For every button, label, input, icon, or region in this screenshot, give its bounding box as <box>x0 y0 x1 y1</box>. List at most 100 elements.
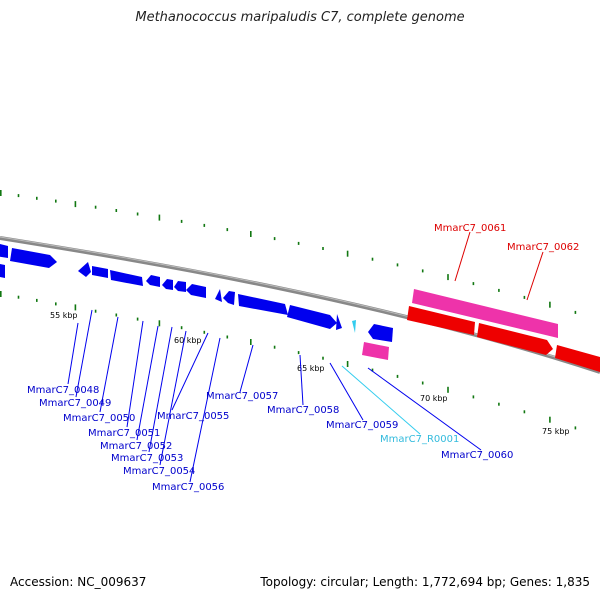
scale-tick-mark <box>371 368 374 372</box>
gene-label[interactable]: MmarC7_0057 <box>206 391 278 402</box>
scale-tick-mark <box>523 295 526 299</box>
topology-text: Topology: circular; Length: 1,772,694 bp… <box>260 575 590 589</box>
gene-arrow-red[interactable] <box>555 345 600 372</box>
gene-arrow-red[interactable] <box>477 323 553 355</box>
scale-tick-mark <box>250 339 252 345</box>
scale-tick-mark <box>346 250 349 257</box>
scale-tick-mark <box>472 395 475 399</box>
scale-tick-mark <box>158 214 161 221</box>
scale-tick-mark <box>74 304 77 311</box>
gene-arrow[interactable] <box>92 266 108 278</box>
scale-tick-mark <box>297 351 300 355</box>
rna-feature[interactable] <box>352 320 356 333</box>
gene-label[interactable]: MmarC7_0050 <box>63 413 135 424</box>
scale-tick-mark <box>396 263 399 267</box>
gene-label[interactable]: MmarC7_0056 <box>152 482 224 493</box>
gene-labels: MmarC7_0048 MmarC7_0049 MmarC7_0050 Mmar… <box>27 223 579 493</box>
scale-tick-mark <box>203 330 206 334</box>
gene-arrow-pink[interactable] <box>362 342 389 360</box>
scale-tick-mark <box>273 237 276 241</box>
gene-label[interactable]: MmarC7_0053 <box>111 453 183 464</box>
scale-tick-label: 70 kbp <box>420 394 448 403</box>
scale-tick-mark <box>158 320 161 327</box>
scale-tick-mark <box>180 326 183 330</box>
gene-arrow[interactable] <box>0 244 8 258</box>
gene-arrow[interactable] <box>146 275 160 287</box>
genome-backbone-highlight <box>0 236 600 372</box>
scale-tick-mark <box>523 410 526 414</box>
scale-tick-label: 55 kbp <box>50 311 78 320</box>
scale-tick-mark <box>55 302 57 306</box>
gene-label[interactable]: MmarC7_0049 <box>39 398 111 409</box>
gene-arrow[interactable] <box>368 324 393 342</box>
gene-arrow[interactable] <box>174 281 186 292</box>
scale-tick-label: 75 kbp <box>542 427 570 436</box>
scale-tick-mark <box>0 190 2 196</box>
gene-label[interactable]: MmarC7_R0001 <box>380 434 459 445</box>
gene-label[interactable]: MmarC7_0051 <box>88 428 160 439</box>
scale-tick-mark <box>136 317 139 321</box>
forward-genes <box>0 244 393 342</box>
gene-label[interactable]: MmarC7_0052 <box>100 441 172 452</box>
gene-label[interactable]: MmarC7_0060 <box>441 450 513 461</box>
scale-tick-mark <box>94 309 97 313</box>
gene-label[interactable]: MmarC7_0048 <box>27 385 99 396</box>
scale-tick-mark <box>498 288 500 292</box>
scale-tick-mark <box>574 426 577 430</box>
gene-arrow[interactable] <box>110 270 143 286</box>
gene-arrow[interactable] <box>10 248 57 268</box>
scale-tick-mark <box>421 269 424 273</box>
scale-tick-mark <box>472 282 475 286</box>
gene-arrow[interactable] <box>0 263 5 278</box>
gene-arrow[interactable] <box>186 284 206 298</box>
scale-tick-mark <box>447 274 449 281</box>
gene-arrow[interactable] <box>223 291 235 305</box>
gene-label[interactable]: MmarC7_0055 <box>157 411 229 422</box>
scale-tick-mark <box>94 205 97 209</box>
scale-labels: 55 kbp 60 kbp 65 kbp 70 kbp 75 kbp <box>50 311 570 436</box>
scale-tick-mark <box>203 223 206 227</box>
gene-arrow-red[interactable] <box>407 306 475 335</box>
scale-tick-mark <box>115 209 118 212</box>
scale-tick-mark <box>549 416 551 423</box>
scale-tick-label: 60 kbp <box>174 336 202 345</box>
gene-arrow[interactable] <box>78 262 91 277</box>
gene-arrow[interactable] <box>215 289 222 302</box>
gene-arrow-pink[interactable] <box>412 289 558 338</box>
scale-tick-mark <box>36 298 38 302</box>
scale-tick-mark <box>297 241 300 245</box>
scale-tick-mark <box>421 381 424 385</box>
scale-tick-mark <box>36 196 38 200</box>
accession-text: Accession: NC_009637 <box>10 575 147 589</box>
gene-arrow[interactable] <box>287 305 337 329</box>
gene-label[interactable]: MmarC7_0059 <box>326 420 398 431</box>
scale-tick-mark <box>371 257 374 261</box>
map-title: Methanococcus maripaludis C7, complete g… <box>135 10 465 25</box>
gene-arrow[interactable] <box>238 294 288 315</box>
scale-tick-mark <box>549 301 551 308</box>
outer-tick-ring <box>0 190 577 314</box>
gene-label[interactable]: MmarC7_0062 <box>507 242 579 253</box>
scale-tick-mark <box>0 291 2 297</box>
scale-tick-mark <box>574 310 577 314</box>
highlighted-genes <box>362 289 600 372</box>
gene-label[interactable]: MmarC7_0058 <box>267 405 339 416</box>
scale-tick-mark <box>447 386 449 393</box>
scale-tick-mark <box>136 212 139 216</box>
scale-tick-mark <box>180 219 183 223</box>
scale-tick-mark <box>322 247 324 250</box>
scale-tick-mark <box>498 402 500 406</box>
gene-arrow[interactable] <box>336 314 342 330</box>
gene-arrow[interactable] <box>162 279 173 290</box>
scale-tick-mark <box>115 313 118 317</box>
gene-label[interactable]: MmarC7_0061 <box>434 223 506 234</box>
scale-tick-mark <box>17 194 20 198</box>
scale-tick-mark <box>226 228 229 232</box>
scale-tick-mark <box>396 374 399 378</box>
gene-label[interactable]: MmarC7_0054 <box>123 466 195 477</box>
scale-tick-mark <box>273 345 276 349</box>
scale-tick-mark <box>74 201 77 208</box>
scale-tick-mark <box>250 231 252 237</box>
genome-backbone <box>0 236 600 374</box>
scale-tick-mark <box>346 361 349 367</box>
